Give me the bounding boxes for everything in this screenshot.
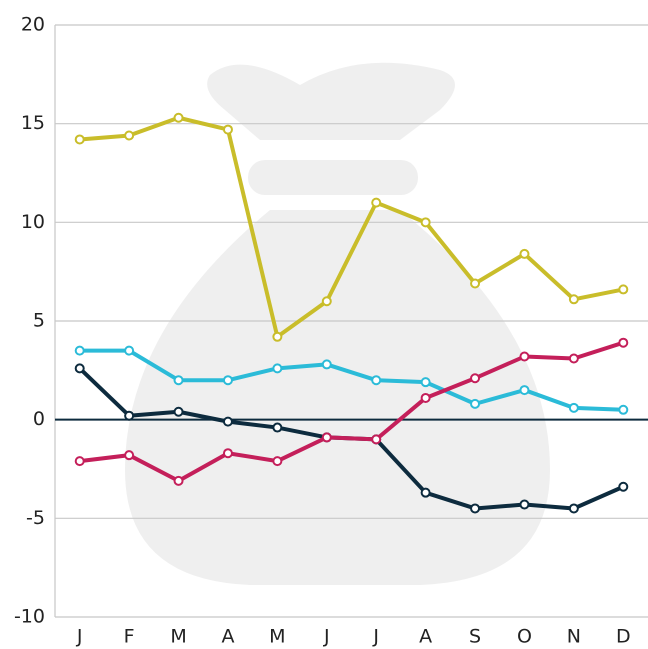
point [272, 422, 283, 433]
x-tick-label: A [419, 626, 432, 648]
point [124, 450, 135, 461]
series-line [79, 340, 624, 483]
point [519, 499, 530, 510]
y-tick-label: 0 [33, 408, 45, 430]
point [74, 456, 85, 467]
point [618, 481, 629, 492]
point [519, 248, 530, 259]
x-tick-label: O [517, 626, 532, 648]
y-tick-label: 15 [21, 112, 45, 134]
point [618, 404, 629, 415]
point [321, 296, 332, 307]
point [470, 278, 481, 289]
point [470, 503, 481, 514]
y-tick-label: -10 [14, 606, 45, 628]
y-tick-label: 5 [33, 310, 45, 332]
point [124, 410, 135, 421]
point [371, 197, 382, 208]
point [519, 351, 530, 362]
x-tick-label: S [469, 626, 481, 648]
point [519, 385, 530, 396]
point [74, 345, 85, 356]
point [420, 217, 431, 228]
point [222, 416, 233, 427]
point [321, 359, 332, 370]
point [272, 456, 283, 467]
point [470, 373, 481, 384]
series-line [79, 348, 624, 412]
y-tick-label: -5 [26, 507, 45, 529]
y-tick-label: 10 [21, 211, 45, 233]
x-tick-label: M [170, 626, 186, 648]
point [568, 353, 579, 364]
x-tick-label: A [221, 626, 234, 648]
x-tick-label: J [323, 626, 330, 648]
point [173, 406, 184, 417]
point [124, 345, 135, 356]
point [568, 294, 579, 305]
point [420, 392, 431, 403]
point [124, 130, 135, 141]
point [618, 284, 629, 295]
point [74, 134, 85, 145]
point [272, 331, 283, 342]
point [420, 487, 431, 498]
point [222, 448, 233, 459]
point [173, 112, 184, 123]
x-tick-label: D [616, 626, 631, 648]
x-tick-label: J [76, 626, 83, 648]
point [173, 375, 184, 386]
point [568, 402, 579, 413]
point [74, 363, 85, 374]
point [420, 377, 431, 388]
point [321, 432, 332, 443]
x-tick-label: J [372, 626, 379, 648]
point [222, 375, 233, 386]
series-line [79, 115, 624, 339]
x-tick-label: N [567, 626, 581, 648]
background-icon [125, 62, 550, 585]
point [222, 124, 233, 135]
point [173, 475, 184, 486]
x-tick-label: M [269, 626, 285, 648]
point [470, 398, 481, 409]
point [272, 363, 283, 374]
point [618, 337, 629, 348]
y-tick-label: 20 [21, 14, 45, 36]
x-tick-label: F [124, 626, 135, 648]
point [568, 503, 579, 514]
point [371, 375, 382, 386]
point [371, 434, 382, 445]
